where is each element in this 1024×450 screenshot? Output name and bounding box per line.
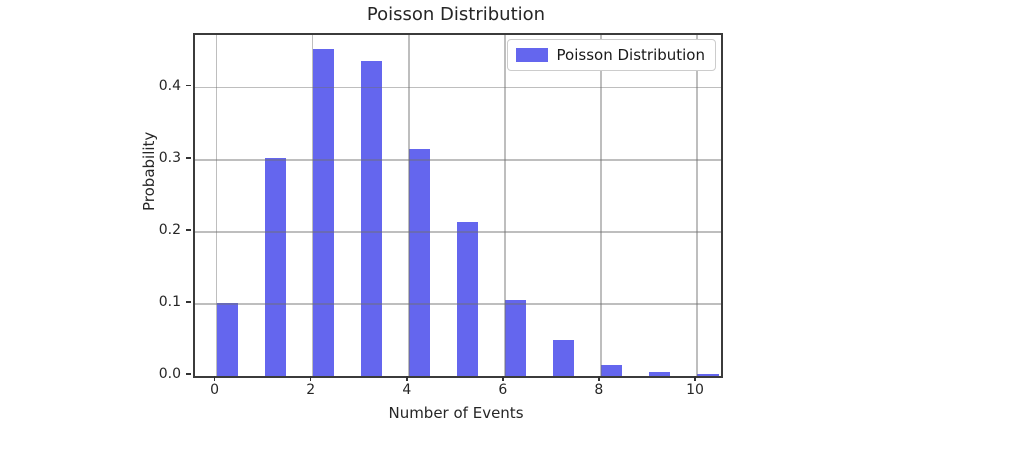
x-tick-mark (309, 376, 312, 381)
y-tick-mark (186, 229, 191, 231)
gridline-vertical (504, 35, 506, 376)
bar-x10 (697, 373, 719, 376)
x-tick-label: 10 (686, 382, 704, 398)
gridline-vertical (600, 35, 602, 376)
legend: Poisson Distribution (506, 39, 716, 71)
x-tick-label: 4 (402, 382, 412, 398)
y-tick-label: 0.0 (158, 366, 181, 382)
chart-title: Poisson Distribution (366, 4, 546, 25)
gridline-vertical (696, 35, 698, 376)
y-tick-mark (186, 301, 191, 303)
x-tick-label: 6 (498, 382, 508, 398)
bar-x3 (360, 61, 383, 376)
x-tick-mark (598, 376, 600, 381)
gridline-vertical (311, 35, 314, 376)
bar-x7 (552, 340, 575, 376)
plot-area: Poisson Distribution (193, 33, 723, 378)
y-tick-label: 0.3 (158, 149, 181, 166)
x-tick-mark (502, 376, 504, 381)
y-tick-mark (186, 373, 191, 375)
y-tick-mark (186, 157, 191, 159)
gridline-vertical (215, 35, 218, 376)
gridline-horizontal (195, 159, 721, 161)
x-tick-mark (406, 376, 408, 381)
gridline-horizontal (195, 231, 721, 233)
bar-x5 (456, 222, 479, 376)
bar-x8 (600, 365, 623, 376)
x-tick-mark (213, 376, 216, 381)
bar-x0 (216, 302, 239, 376)
gridline-vertical (408, 35, 410, 376)
gridline-horizontal (195, 86, 721, 89)
legend-label: Poisson Distribution (556, 46, 705, 64)
x-tick-mark (694, 376, 696, 381)
x-axis-label: Number of Events (388, 404, 524, 422)
x-tick-label: 0 (210, 382, 220, 398)
gridline-horizontal (195, 303, 721, 305)
bar-x9 (648, 371, 671, 376)
x-tick-label: 8 (594, 382, 604, 398)
bar-x6 (504, 300, 527, 376)
bar-x4 (408, 148, 431, 376)
y-tick-label: 0.2 (158, 221, 181, 238)
y-tick-label: 0.1 (158, 293, 181, 310)
y-tick-label: 0.4 (158, 77, 181, 94)
bar-x2 (312, 49, 335, 376)
y-tick-mark (186, 84, 191, 87)
x-tick-label: 2 (306, 382, 316, 398)
bar-x1 (264, 158, 287, 376)
legend-swatch-icon (515, 48, 548, 62)
